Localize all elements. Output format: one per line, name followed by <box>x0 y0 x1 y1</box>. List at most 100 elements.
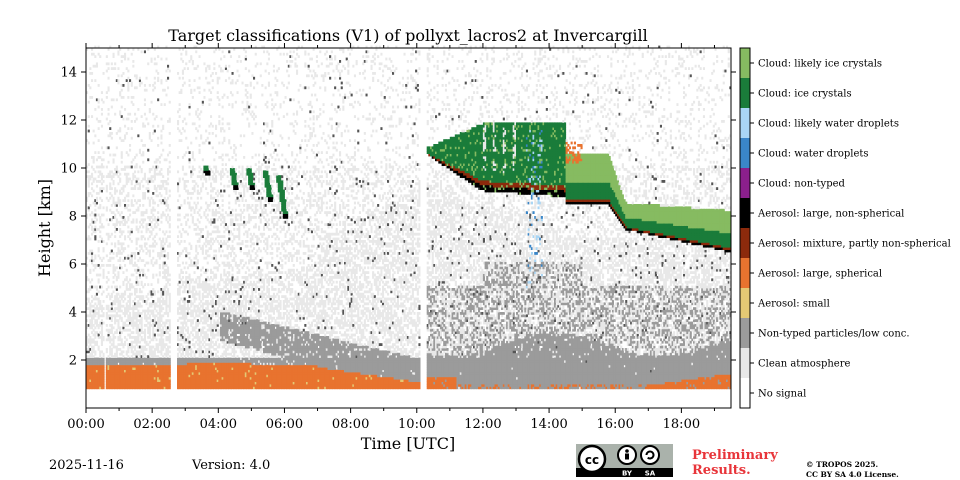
classification-pixel <box>94 55 96 58</box>
classification-pixel <box>106 276 108 279</box>
classification-pixel <box>127 89 129 92</box>
classification-pixel <box>103 322 105 325</box>
classification-pixel <box>119 223 121 226</box>
classification-pixel <box>91 278 93 281</box>
classification-pixel <box>142 185 144 188</box>
classification-pixel <box>137 259 139 262</box>
classification-pixel <box>121 221 123 224</box>
classification-pixel <box>142 235 144 238</box>
classification-pixel <box>103 355 105 358</box>
classification-pixel <box>94 226 96 229</box>
classification-pixel <box>109 173 111 176</box>
classification-pixel <box>124 293 126 296</box>
classification-pixel <box>114 269 116 272</box>
plot-area: 00:00 02:00 04:00 06:00 08:00 10:00 12:00 14:00… <box>60 43 736 432</box>
classification-pixel <box>96 288 98 291</box>
classification-pixel <box>106 348 108 351</box>
classification-pixel <box>98 98 100 101</box>
classification-pixel <box>116 132 118 135</box>
classification-pixel <box>91 187 93 190</box>
classification-pixel <box>119 334 121 337</box>
classification-pixel <box>117 82 119 85</box>
classification-pixel <box>96 218 98 221</box>
classification-pixel <box>103 166 105 169</box>
classification-pixel <box>119 329 121 332</box>
classification-pixel <box>139 77 141 80</box>
classification-pixel <box>132 96 134 99</box>
classification-pixel <box>98 326 100 329</box>
classification-pixel <box>113 175 115 178</box>
classification-pixel <box>126 312 128 315</box>
classification-pixel <box>136 163 138 166</box>
classification-pixel <box>109 134 111 137</box>
classification-pixel <box>114 317 116 320</box>
classification-pixel <box>147 312 149 315</box>
classification-pixel <box>124 197 126 200</box>
classification-pixel <box>141 362 143 365</box>
classification-pixel <box>117 271 119 274</box>
classification-pixel <box>117 240 119 243</box>
classification-pixel <box>127 194 129 197</box>
classification-pixel <box>144 264 146 267</box>
classification-pixel <box>124 168 126 171</box>
classification-pixel <box>142 204 144 207</box>
classification-pixel <box>126 278 128 281</box>
classification-pixel <box>137 331 139 334</box>
classification-pixel <box>144 238 146 241</box>
classification-pixel <box>127 199 129 202</box>
classification-pixel <box>141 319 143 322</box>
classification-pixel <box>88 300 90 303</box>
classification-pixel <box>136 180 138 183</box>
classification-pixel <box>139 276 141 279</box>
classification-pixel <box>108 238 110 241</box>
classification-pixel <box>96 62 98 65</box>
classification-pixel <box>147 283 149 286</box>
classification-pixel <box>147 228 149 231</box>
classification-pixel <box>137 281 139 284</box>
classification-pixel <box>127 77 129 80</box>
classification-pixel <box>147 298 149 301</box>
classification-pixel <box>94 230 96 233</box>
classification-pixel <box>96 65 98 68</box>
classification-pixel <box>136 74 138 77</box>
classification-pixel <box>142 221 144 224</box>
classification-pixel <box>132 331 134 334</box>
classification-pixel <box>129 300 131 303</box>
classification-pixel <box>116 312 118 315</box>
classification-pixel <box>147 293 149 296</box>
classification-pixel <box>103 372 105 375</box>
classification-pixel <box>94 170 96 173</box>
classification-pixel <box>117 67 119 70</box>
classification-pixel <box>93 317 95 320</box>
classification-pixel <box>119 336 121 339</box>
classification-pixel <box>131 101 133 104</box>
classification-pixel <box>116 362 118 365</box>
classification-pixel <box>132 60 134 63</box>
classification-pixel <box>116 228 118 231</box>
classification-pixel <box>88 142 90 145</box>
classification-pixel <box>113 182 115 185</box>
classification-pixel <box>119 300 121 303</box>
classification-pixel <box>139 353 141 356</box>
classification-pixel <box>139 341 141 344</box>
classification-pixel <box>124 343 126 346</box>
classification-pixel <box>127 118 129 121</box>
classification-pixel <box>93 190 95 193</box>
classification-pixel <box>139 199 141 202</box>
classification-pixel <box>114 226 116 229</box>
classification-pixel <box>91 300 93 303</box>
classification-pixel <box>146 118 148 121</box>
classification-pixel <box>144 274 146 277</box>
classification-pixel <box>131 166 133 169</box>
classification-pixel <box>89 336 91 339</box>
classification-pixel <box>88 163 90 166</box>
classification-pixel <box>111 353 113 356</box>
classification-pixel <box>103 187 105 190</box>
classification-pixel <box>117 247 119 250</box>
classification-pixel <box>109 341 111 344</box>
classification-pixel <box>94 238 96 241</box>
classification-pixel <box>131 199 133 202</box>
classification-pixel <box>141 139 143 142</box>
classification-pixel <box>146 314 148 317</box>
classification-pixel <box>129 295 131 298</box>
